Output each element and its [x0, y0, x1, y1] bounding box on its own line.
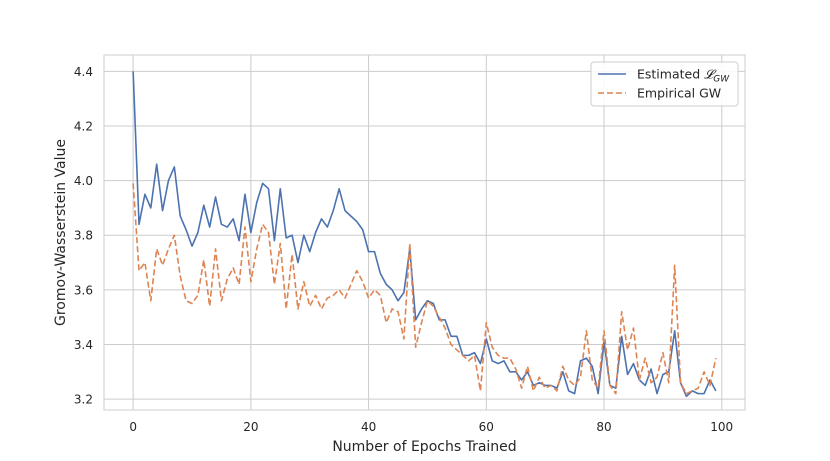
plot-frame	[103, 54, 746, 411]
x-tick-labels: 0 20 40 60 80 100	[129, 420, 733, 434]
legend-label-empirical: Empirical GW	[637, 86, 721, 101]
y-tick-label: 3.4	[74, 338, 93, 352]
plot-area	[104, 55, 745, 410]
x-tick-label: 80	[596, 420, 611, 434]
legend-label-estimated-main: Estimated	[637, 67, 704, 82]
y-tick-label: 3.2	[74, 393, 93, 407]
y-tick-label: 3.6	[74, 283, 93, 297]
x-tick-label: 40	[361, 420, 376, 434]
y-tick-label: 4.2	[74, 120, 93, 134]
legend: Estimated 𝓛GW Empirical GW	[590, 61, 739, 107]
y-tick-label: 4.4	[74, 65, 93, 79]
legend-label-estimated-sub: GW	[713, 75, 730, 85]
x-tick-label: 60	[479, 420, 494, 434]
x-tick-label: 0	[129, 420, 137, 434]
y-tick-label: 3.8	[74, 229, 93, 243]
x-axis-label: Number of Epochs Trained	[332, 439, 516, 455]
series-line-estimated	[132, 71, 717, 398]
x-tick-label: 100	[710, 420, 733, 434]
x-tick-label: 20	[243, 420, 258, 434]
y-axis-label: Gromov-Wasserstein Value	[53, 139, 69, 326]
series-layer	[132, 71, 717, 398]
y-tick-labels: 3.2 3.4 3.6 3.8 4.0 4.2 4.4	[74, 65, 93, 407]
legend-label-estimated: Estimated 𝓛GW	[637, 67, 730, 85]
legend-box	[590, 61, 739, 107]
y-tick-label: 4.0	[74, 174, 93, 188]
series-line-empirical	[132, 183, 717, 395]
